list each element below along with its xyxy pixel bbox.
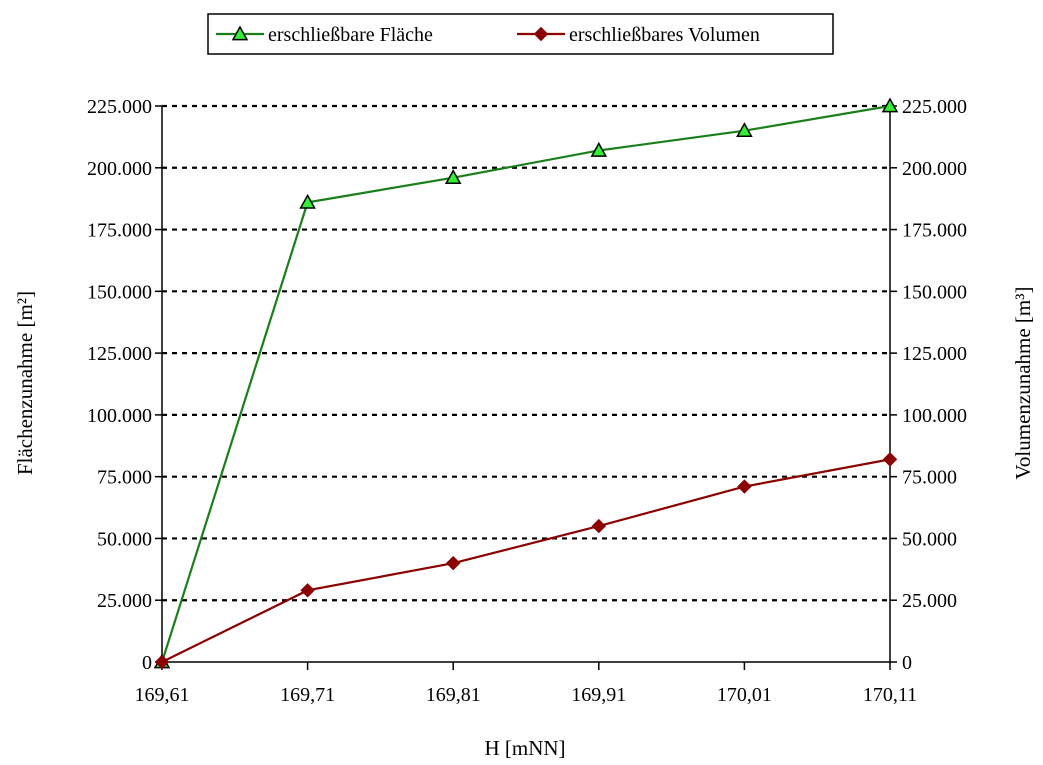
triangle-marker bbox=[231, 25, 249, 41]
triangle-marker bbox=[881, 97, 899, 113]
diamond-marker bbox=[591, 518, 607, 534]
x-tick-label: 169,81 bbox=[426, 684, 481, 706]
y2-tick-label: 175.000 bbox=[902, 220, 967, 242]
series-line bbox=[160, 104, 891, 663]
y2-tick-label: 75.000 bbox=[902, 467, 957, 489]
legend-label: erschließbare Fläche bbox=[268, 24, 433, 46]
y-axis-title: Flächenzunahme [m²] bbox=[13, 291, 37, 475]
triangle-marker bbox=[736, 122, 753, 138]
triangle-marker bbox=[299, 193, 316, 209]
y2-tick-label: 125.000 bbox=[902, 343, 967, 365]
y-tick-label: 100.000 bbox=[87, 405, 152, 427]
x-tick-label: 170,11 bbox=[863, 684, 917, 706]
diamond-marker bbox=[300, 583, 315, 598]
diamond-marker bbox=[154, 654, 170, 670]
series-layer bbox=[153, 97, 899, 670]
x-tick-label: 169,91 bbox=[571, 684, 626, 706]
y2-tick-label: 200.000 bbox=[902, 158, 967, 180]
y2-tick-label: 25.000 bbox=[902, 590, 957, 612]
axes: 0 25.000 50.000 75.000 100.000 125.000 150.000… bbox=[87, 96, 967, 706]
x-tick-label: 170,01 bbox=[717, 684, 772, 706]
legend: erschließbare Fläche erschließbares Volum… bbox=[207, 13, 834, 55]
y-tick-label: 0 bbox=[142, 652, 152, 674]
y-tick-label: 25.000 bbox=[97, 590, 152, 612]
gridlines bbox=[162, 104, 890, 602]
y-tick-label: 125.000 bbox=[87, 343, 152, 365]
y-tick-label: 75.000 bbox=[97, 467, 152, 489]
diamond-marker bbox=[737, 479, 752, 494]
y2-tick-label: 0 bbox=[902, 652, 912, 674]
x-tick-label: 169,61 bbox=[135, 684, 190, 706]
y2-tick-label: 225.000 bbox=[902, 96, 967, 118]
y-tick-label: 175.000 bbox=[87, 220, 152, 242]
y-tick-label: 200.000 bbox=[87, 158, 152, 180]
triangle-marker bbox=[590, 141, 608, 157]
legend-label: erschließbares Volumen bbox=[569, 24, 760, 46]
x-axis-title: H [mNN] bbox=[484, 736, 565, 760]
y-tick-label: 50.000 bbox=[97, 528, 152, 550]
y-tick-label: 150.000 bbox=[87, 281, 152, 303]
series-line bbox=[161, 458, 891, 663]
y2-tick-label: 100.000 bbox=[902, 405, 967, 427]
y2-tick-label: 50.000 bbox=[902, 528, 957, 550]
triangle-marker bbox=[444, 169, 462, 185]
y2-tick-label: 150.000 bbox=[902, 281, 967, 303]
y-tick-label: 225.000 bbox=[87, 96, 152, 118]
diamond-marker bbox=[445, 555, 461, 571]
x-tick-label: 169,71 bbox=[280, 684, 335, 706]
diamond-marker bbox=[882, 452, 898, 467]
y2-axis-title: Volumenzunahme [m³] bbox=[1011, 286, 1035, 479]
diamond-marker bbox=[533, 26, 549, 42]
